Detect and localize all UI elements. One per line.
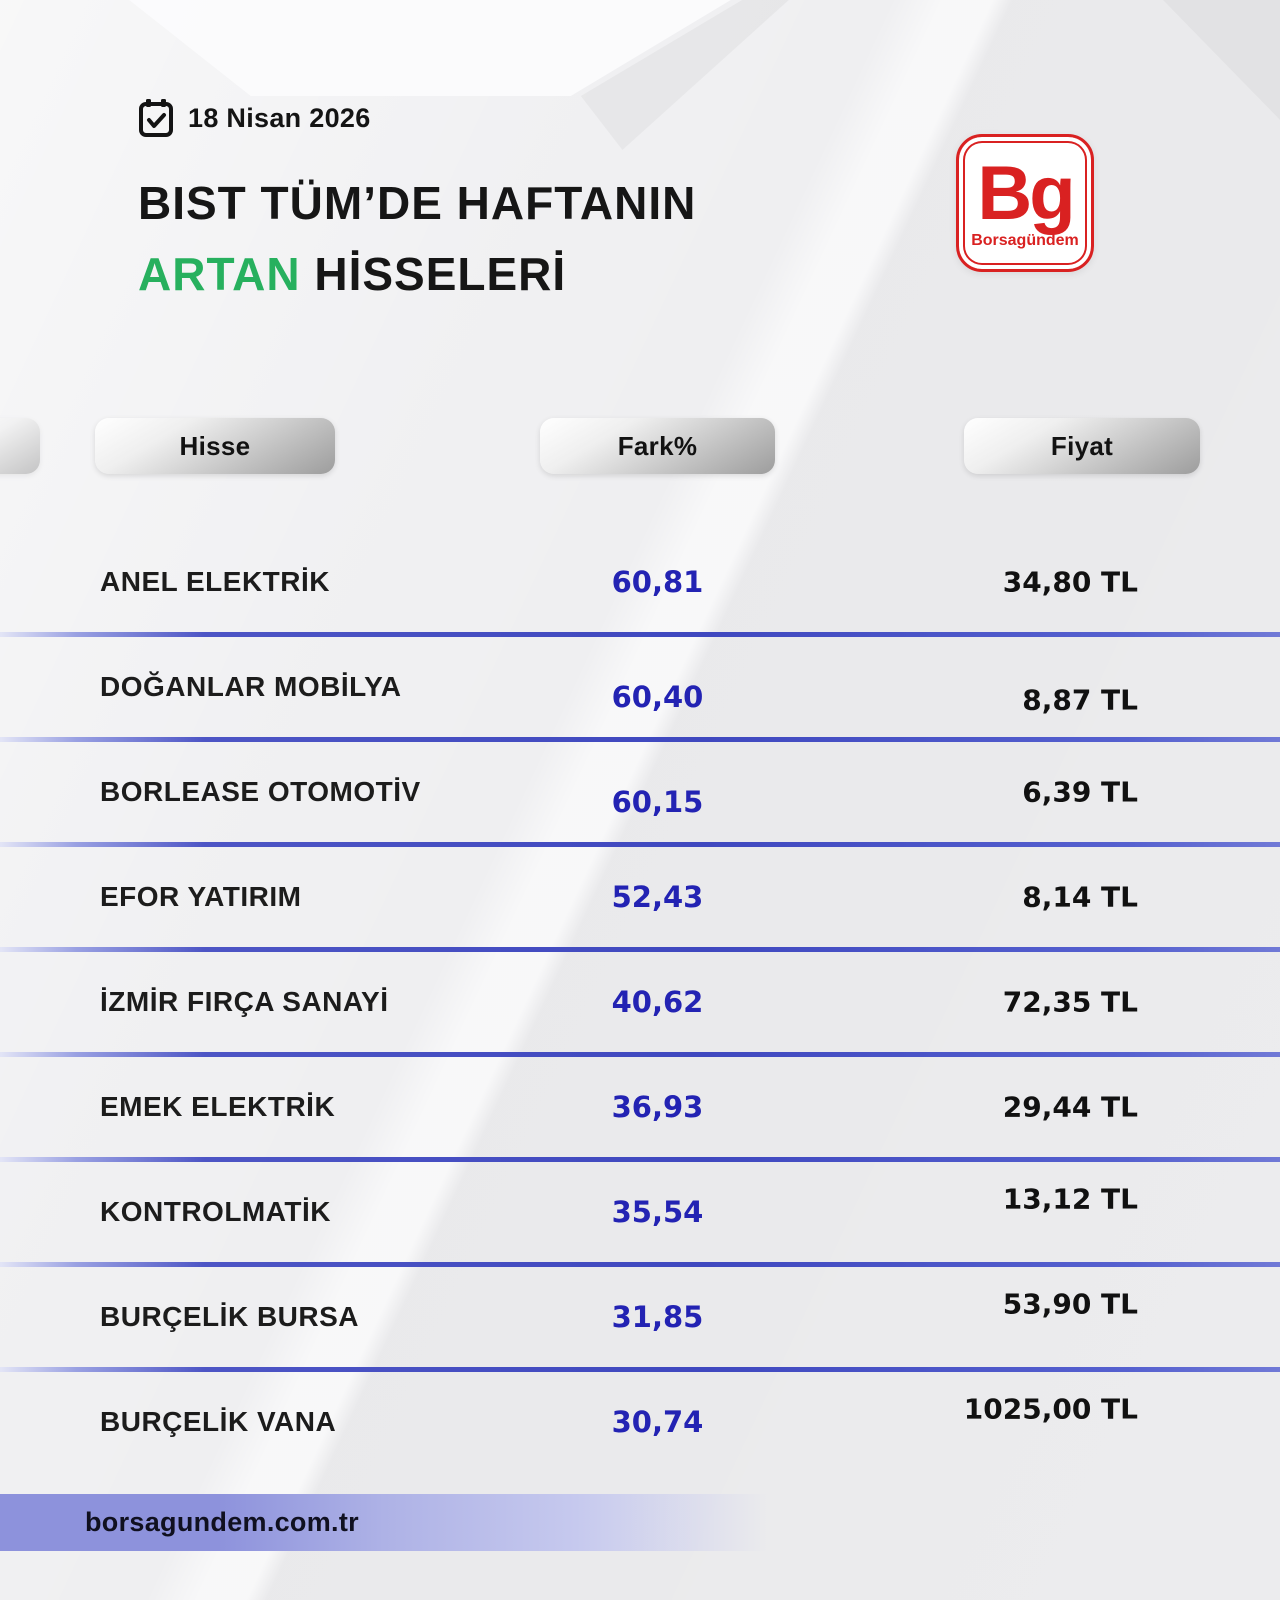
title-highlight: ARTAN — [138, 248, 301, 301]
stock-name: ANEL ELEKTRİK — [100, 566, 330, 597]
stock-name: BURÇELİK VANA — [100, 1406, 337, 1437]
stock-change: 31,85 — [611, 1300, 704, 1334]
stock-name: BORLEASE OTOMOTİV — [100, 776, 421, 807]
stock-change: 60,81 — [611, 565, 704, 599]
stock-name: DOĞANLAR MOBİLYA — [100, 671, 402, 702]
row-divider — [0, 1262, 1280, 1267]
stock-name: EMEK ELEKTRİK — [100, 1091, 336, 1122]
stock-change: 60,15 — [611, 785, 704, 819]
title-rest: HİSSELERİ — [314, 248, 567, 301]
row-divider — [0, 1052, 1280, 1057]
stock-price: 1025,00 TL — [963, 1392, 1138, 1426]
logo-monogram: Bg — [977, 150, 1075, 236]
row-divider — [0, 1157, 1280, 1162]
column-header-fark: Fark% — [540, 418, 775, 474]
calendar-check-icon — [138, 98, 174, 138]
table-row: BURÇELİK VANA 30,74 1025,00 TL — [0, 1372, 1280, 1472]
website-url: borsagundem.com.tr — [85, 1507, 359, 1537]
stock-change: 35,54 — [611, 1195, 704, 1229]
footer-bar: borsagundem.com.tr — [0, 1494, 1280, 1551]
stock-change: 60,40 — [611, 680, 704, 714]
date-label: 18 Nisan 2026 — [188, 102, 371, 133]
logo-name: Borsagündem — [971, 232, 1079, 250]
stock-price: 13,12 TL — [1002, 1182, 1138, 1216]
stock-change: 36,93 — [611, 1090, 704, 1124]
table-row: KONTROLMATİK 35,54 13,12 TL — [0, 1162, 1280, 1262]
stock-name: KONTROLMATİK — [100, 1196, 331, 1227]
stock-price: 53,90 TL — [1002, 1287, 1138, 1321]
stock-table: ANEL ELEKTRİK 60,81 34,80 TL DOĞANLAR MO… — [0, 532, 1280, 1472]
stock-name: İZMİR FIRÇA SANAYİ — [100, 986, 389, 1017]
table-row: BORLEASE OTOMOTİV 60,15 6,39 TL — [0, 742, 1280, 842]
stock-price: 72,35 TL — [1002, 985, 1138, 1019]
stock-price: 34,80 TL — [1002, 565, 1138, 599]
table-row: EMEK ELEKTRİK 36,93 29,44 TL — [0, 1057, 1280, 1157]
row-divider — [0, 632, 1280, 637]
table-row: EFOR YATIRIM 52,43 8,14 TL — [0, 847, 1280, 947]
table-row: BURÇELİK BURSA 31,85 53,90 TL — [0, 1267, 1280, 1367]
column-header-fiyat: Fiyat — [964, 418, 1200, 474]
table-row: İZMİR FIRÇA SANAYİ 40,62 72,35 TL — [0, 952, 1280, 1052]
page-title: BIST TÜM’DE HAFTANIN ARTAN HİSSELERİ — [138, 168, 696, 311]
stock-price: 6,39 TL — [1022, 775, 1138, 809]
stock-name: BURÇELİK BURSA — [100, 1301, 359, 1332]
stock-price: 29,44 TL — [1002, 1090, 1138, 1124]
title-line-2: ARTAN HİSSELERİ — [138, 239, 696, 310]
stock-change: 30,74 — [611, 1405, 704, 1439]
column-header-hisse: Hisse — [95, 418, 335, 474]
table-row: DOĞANLAR MOBİLYA 60,40 8,87 TL — [0, 637, 1280, 737]
date-row: 18 Nisan 2026 — [138, 98, 371, 138]
stock-price: 8,87 TL — [1022, 683, 1138, 717]
row-divider — [0, 1367, 1280, 1372]
table-row: ANEL ELEKTRİK 60,81 34,80 TL — [0, 532, 1280, 632]
stock-name: EFOR YATIRIM — [100, 881, 302, 912]
row-divider — [0, 947, 1280, 952]
row-divider — [0, 737, 1280, 742]
stock-change: 52,43 — [611, 880, 704, 914]
title-line-1: BIST TÜM’DE HAFTANIN — [138, 177, 697, 229]
borsagundem-logo: Bg Borsagündem — [956, 134, 1094, 272]
stock-price: 8,14 TL — [1022, 880, 1138, 914]
stock-change: 40,62 — [611, 985, 704, 1019]
row-divider — [0, 842, 1280, 847]
header-pill-stub — [0, 418, 40, 474]
